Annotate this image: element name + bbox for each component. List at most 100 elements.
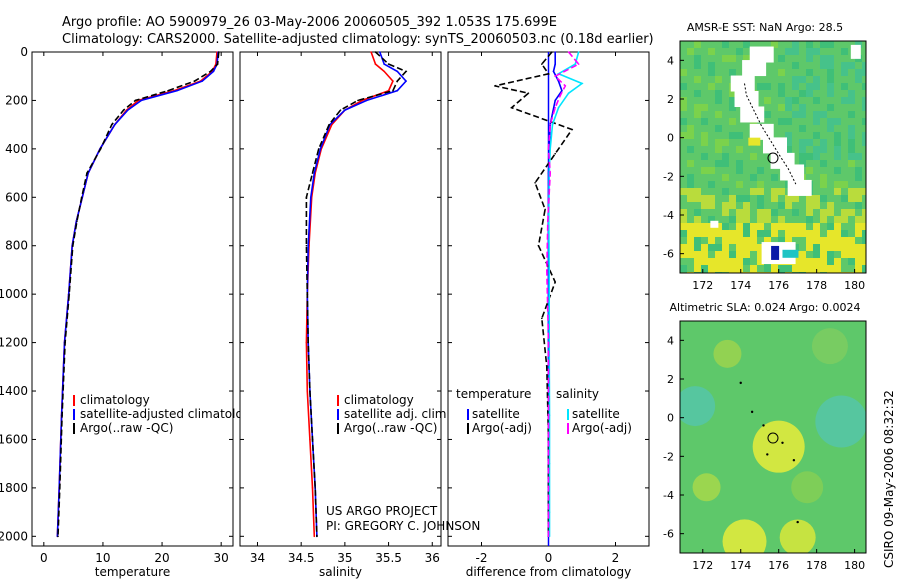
salinity-legend-label: Argo(..raw -QC) bbox=[344, 421, 437, 435]
sst-cell bbox=[736, 244, 743, 251]
sst-cell bbox=[820, 265, 827, 272]
temperature-ytick-label: 2000 bbox=[0, 529, 28, 543]
sst-missing-cell bbox=[763, 137, 787, 154]
temperature-ytick-label: 200 bbox=[5, 93, 28, 107]
sst-cell bbox=[806, 202, 813, 209]
sst_map-ytick-label: -2 bbox=[663, 170, 674, 183]
sla-anomaly-blob bbox=[815, 395, 866, 448]
sst-cell bbox=[687, 230, 694, 237]
sst-cell bbox=[848, 97, 855, 104]
sla_map-ytick-label: -4 bbox=[663, 489, 674, 502]
sst-cell bbox=[708, 237, 715, 244]
sst-cell bbox=[848, 237, 855, 244]
pi-credit: PI: GREGORY C. JOHNSON bbox=[326, 519, 480, 533]
sst-cell bbox=[764, 230, 771, 237]
sst-cell bbox=[813, 97, 820, 104]
sst-cell bbox=[806, 258, 813, 265]
sst-cell bbox=[757, 181, 764, 188]
sst-cell bbox=[785, 146, 792, 153]
sst-cell bbox=[827, 258, 834, 265]
sst-cell bbox=[708, 62, 715, 69]
difference-series-point bbox=[547, 72, 550, 75]
sst-cell bbox=[855, 258, 862, 265]
sst-cell bbox=[806, 167, 813, 174]
sst-cell bbox=[736, 160, 743, 167]
sst-cell bbox=[708, 83, 715, 90]
sst-cell bbox=[813, 83, 820, 90]
sst-cell bbox=[694, 244, 701, 251]
sst-cell bbox=[855, 195, 862, 202]
sst_map-ytick-label: 2 bbox=[667, 93, 674, 106]
sst-cell bbox=[680, 69, 687, 76]
sst-cell bbox=[743, 195, 750, 202]
sst-cell bbox=[778, 90, 785, 97]
sst-cell bbox=[715, 76, 722, 83]
salinity-series-point bbox=[306, 293, 309, 295]
temperature-series-point bbox=[126, 109, 129, 111]
sst-cell bbox=[841, 69, 848, 76]
temperature-xtick-label: 0 bbox=[40, 551, 48, 565]
sst-cell bbox=[694, 251, 701, 258]
salinity-series-point bbox=[316, 535, 318, 538]
sst-cell bbox=[722, 160, 729, 167]
sst-cell bbox=[862, 69, 866, 76]
sst-cell bbox=[743, 216, 750, 223]
sst-cell bbox=[841, 48, 848, 55]
sst-cell bbox=[820, 244, 827, 251]
salinity-series-point bbox=[313, 535, 316, 538]
sla-anomaly-blob bbox=[779, 519, 816, 553]
salinity-series-point bbox=[383, 70, 385, 73]
sst-cell bbox=[862, 97, 866, 104]
difference-series-point bbox=[561, 89, 563, 92]
sla-anomaly-blob bbox=[811, 328, 848, 365]
sst-cell bbox=[687, 188, 694, 195]
sst-cell bbox=[813, 195, 820, 202]
salinity-xtick-label: 34.5 bbox=[288, 551, 315, 565]
sst-cell bbox=[806, 230, 813, 237]
temperature-series-point bbox=[167, 89, 169, 92]
sst-cell bbox=[806, 41, 813, 48]
difference-legend-label: Argo(-adj) bbox=[472, 421, 532, 435]
difference-series-point bbox=[541, 317, 543, 320]
sst-cell bbox=[701, 265, 708, 272]
sst-cell bbox=[680, 83, 687, 90]
sst-cell bbox=[736, 167, 743, 174]
sst-cell bbox=[778, 223, 785, 230]
sst-cell bbox=[834, 230, 841, 237]
sst-cell bbox=[708, 69, 715, 76]
sst-missing-cell bbox=[780, 164, 805, 181]
sst-cell bbox=[834, 139, 841, 146]
temperature-series-line bbox=[57, 51, 220, 537]
sst-cell bbox=[750, 230, 757, 237]
difference-series-point bbox=[534, 181, 536, 184]
sst-cell bbox=[862, 188, 866, 195]
sst-cell bbox=[722, 258, 729, 265]
sst-cell bbox=[806, 216, 813, 223]
sst-cell bbox=[687, 251, 694, 258]
sst-cell bbox=[792, 230, 799, 237]
temperature-legend-label: satellite-adjusted climatology bbox=[80, 407, 258, 421]
difference-series-point bbox=[554, 152, 556, 155]
sst-cell bbox=[785, 97, 792, 104]
sst-cell bbox=[701, 223, 708, 230]
sst-cell bbox=[694, 90, 701, 97]
temperature-series-point bbox=[61, 414, 63, 417]
sst-cell bbox=[715, 258, 722, 265]
sst-cell bbox=[701, 167, 708, 174]
salinity-series-point bbox=[374, 51, 377, 53]
difference-series-point bbox=[581, 82, 583, 85]
salinity-series-point bbox=[311, 438, 314, 441]
sst-cell bbox=[827, 202, 834, 209]
sst-cell bbox=[827, 125, 834, 132]
sst-cell bbox=[757, 216, 764, 223]
sst-cell bbox=[820, 237, 827, 244]
timestamp-stamp: CSIRO 09-May-2006 08:32:32 bbox=[882, 390, 896, 568]
sst-cell bbox=[848, 62, 855, 69]
sst-cell bbox=[701, 251, 708, 258]
sst-cell bbox=[834, 118, 841, 125]
salinity-series-point bbox=[396, 70, 399, 73]
sst-cell bbox=[785, 202, 792, 209]
salinity-series-point bbox=[365, 99, 368, 102]
sst-cell bbox=[848, 258, 855, 265]
difference-series-point bbox=[549, 123, 551, 126]
